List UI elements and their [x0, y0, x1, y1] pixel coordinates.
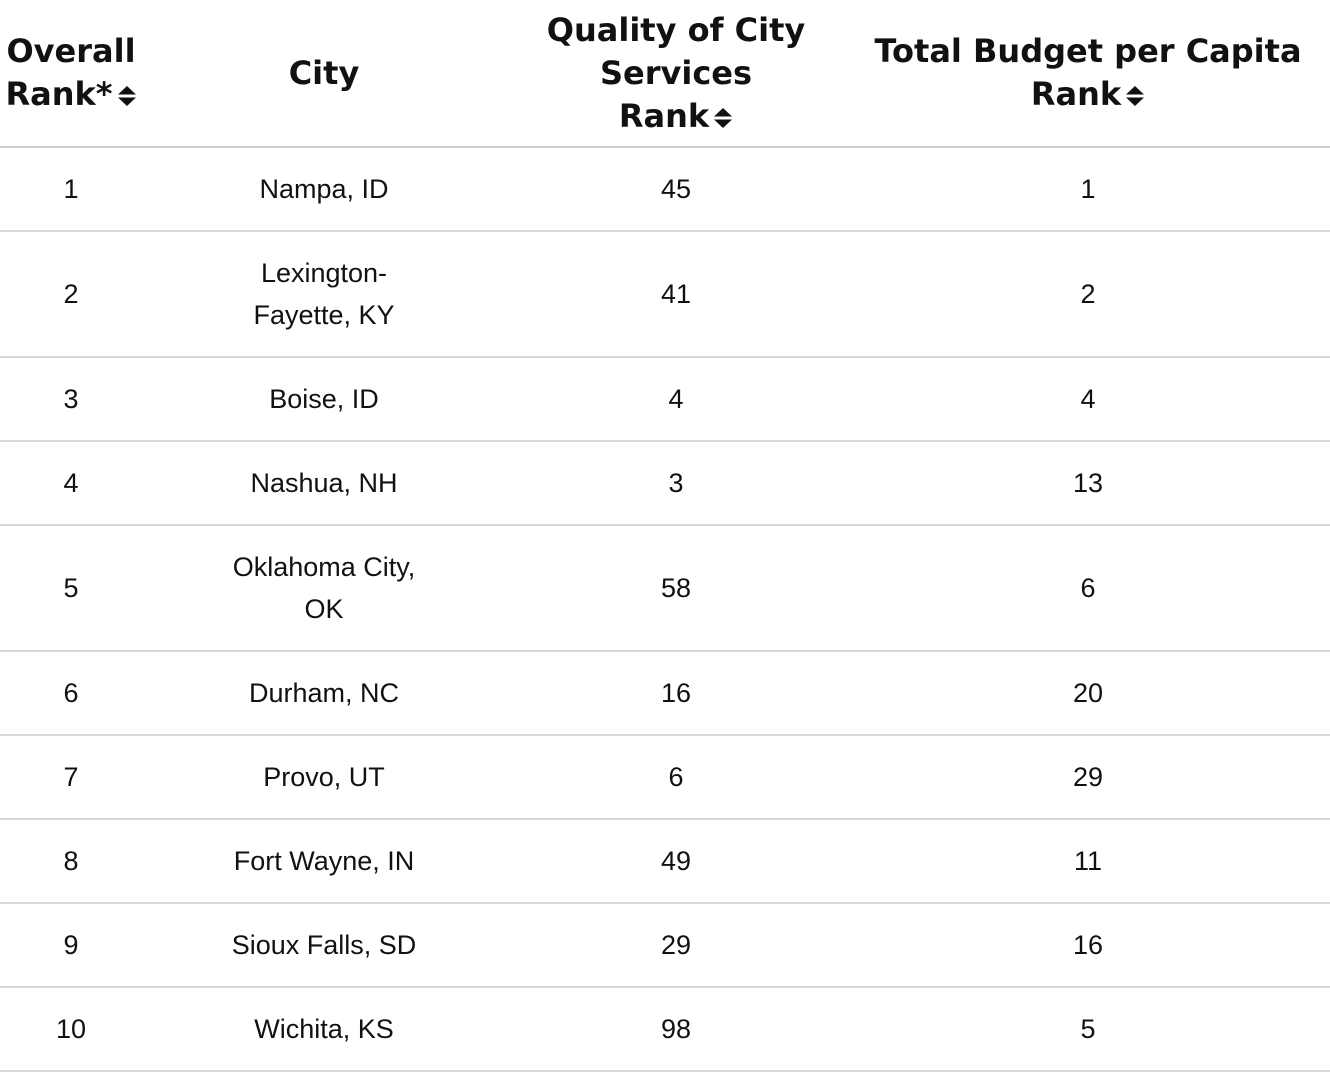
cell-overall-rank: 1	[0, 147, 142, 232]
cell-budget-rank: 13	[846, 441, 1330, 526]
table-header: Overall Rank* City Quality of City Servi…	[0, 0, 1330, 148]
sort-updown-icon[interactable]	[713, 107, 733, 129]
cell-city: Wichita, KS	[142, 987, 506, 1072]
table-row: 9 Sioux Falls, SD 29 16	[0, 903, 1330, 988]
cell-city: Fort Wayne, IN	[142, 819, 506, 904]
header-overall-rank[interactable]: Overall Rank*	[0, 0, 142, 148]
sort-updown-icon[interactable]	[1125, 85, 1145, 107]
cell-budget-rank: 6	[846, 525, 1330, 652]
cell-city-text: Fort Wayne, IN	[233, 846, 415, 876]
cell-overall-rank: 4	[0, 441, 142, 526]
cell-budget-rank: 16	[846, 903, 1330, 988]
cell-overall-rank: 2	[0, 231, 142, 358]
table-row: 6 Durham, NC 16 20	[0, 651, 1330, 736]
cell-city-text: Sioux Falls, SD	[231, 930, 417, 960]
cell-overall-rank: 3	[0, 357, 142, 442]
cell-city: Sioux Falls, SD	[142, 903, 506, 988]
cell-overall-rank: 7	[0, 735, 142, 820]
cell-city-text: Nashua, NH	[250, 468, 398, 498]
cell-city-text: Oklahoma City, OK	[232, 552, 416, 624]
cell-quality-rank: 29	[506, 903, 846, 988]
cell-quality-rank: 6	[506, 735, 846, 820]
cell-budget-rank: 1	[846, 147, 1330, 232]
cell-overall-rank: 9	[0, 903, 142, 988]
cell-budget-rank: 4	[846, 357, 1330, 442]
cell-budget-rank: 20	[846, 651, 1330, 736]
header-budget-rank[interactable]: Total Budget per Capita Rank	[846, 0, 1330, 148]
cell-city-text: Boise, ID	[269, 384, 379, 414]
header-overall-rank-line2: Rank*	[5, 75, 113, 113]
table-row: 1 Nampa, ID 45 1	[0, 147, 1330, 232]
cell-quality-rank: 3	[506, 441, 846, 526]
table-row: 5 Oklahoma City, OK 58 6	[0, 525, 1330, 652]
cell-city-text: Nampa, ID	[259, 174, 389, 204]
cell-budget-rank: 5	[846, 987, 1330, 1072]
table-row: 4 Nashua, NH 3 13	[0, 441, 1330, 526]
cell-overall-rank: 8	[0, 819, 142, 904]
cell-quality-rank: 41	[506, 231, 846, 358]
cell-city: Nampa, ID	[142, 147, 506, 232]
cell-quality-rank: 16	[506, 651, 846, 736]
header-city: City	[142, 0, 506, 148]
cell-city-text: Wichita, KS	[254, 1014, 394, 1044]
cell-budget-rank: 29	[846, 735, 1330, 820]
cell-quality-rank: 4	[506, 357, 846, 442]
header-city-label: City	[288, 53, 360, 92]
cell-city: Provo, UT	[142, 735, 506, 820]
cell-budget-rank: 11	[846, 819, 1330, 904]
table-row: 3 Boise, ID 4 4	[0, 357, 1330, 442]
header-overall-rank-line1: Overall	[6, 32, 136, 70]
cell-city-text: Durham, NC	[248, 678, 400, 708]
cell-overall-rank: 5	[0, 525, 142, 652]
cell-city: Boise, ID	[142, 357, 506, 442]
cell-overall-rank: 10	[0, 987, 142, 1072]
sort-updown-icon[interactable]	[117, 85, 137, 107]
header-budget-line2: Rank	[1030, 75, 1122, 113]
table-row: 10 Wichita, KS 98 5	[0, 987, 1330, 1072]
header-quality-line1: Quality of City Services	[546, 10, 806, 92]
cell-quality-rank: 58	[506, 525, 846, 652]
cell-budget-rank: 2	[846, 231, 1330, 358]
table-body: 1 Nampa, ID 45 1 2 Lexington-Fayette, KY…	[0, 147, 1330, 1072]
cell-city-text: Lexington-Fayette, KY	[253, 258, 395, 330]
cell-quality-rank: 49	[506, 819, 846, 904]
table-row: 2 Lexington-Fayette, KY 41 2	[0, 231, 1330, 358]
cell-city: Nashua, NH	[142, 441, 506, 526]
header-budget-line1: Total Budget per Capita	[874, 32, 1302, 70]
cell-city: Lexington-Fayette, KY	[142, 231, 506, 358]
header-quality-rank[interactable]: Quality of City Services Rank	[506, 0, 846, 148]
cell-quality-rank: 98	[506, 987, 846, 1072]
cell-overall-rank: 6	[0, 651, 142, 736]
cell-city-text: Provo, UT	[263, 762, 385, 792]
table-row: 7 Provo, UT 6 29	[0, 735, 1330, 820]
cell-city: Durham, NC	[142, 651, 506, 736]
cell-city: Oklahoma City, OK	[142, 525, 506, 652]
header-quality-line2: Rank	[618, 96, 710, 135]
header-row: Overall Rank* City Quality of City Servi…	[0, 0, 1330, 148]
table-row: 8 Fort Wayne, IN 49 11	[0, 819, 1330, 904]
cell-quality-rank: 45	[506, 147, 846, 232]
